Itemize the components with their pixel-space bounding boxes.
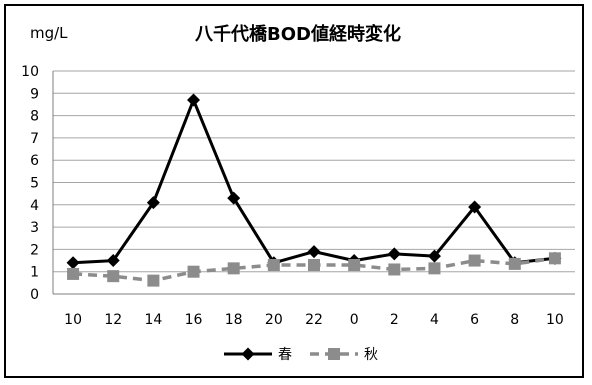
y-tick-label: 10 xyxy=(21,64,39,80)
x-tick-label: 0 xyxy=(350,312,359,328)
x-tick-label: 22 xyxy=(305,312,323,328)
y-tick-label: 5 xyxy=(30,176,39,192)
x-tick-label: 8 xyxy=(510,312,519,328)
data-point-series-1 xyxy=(187,93,201,107)
data-point-series-2 xyxy=(267,259,280,272)
legend: 春秋 xyxy=(224,347,378,363)
data-point-series-2 xyxy=(147,274,160,287)
y-tick-label: 1 xyxy=(30,265,39,281)
y-tick-label: 2 xyxy=(30,242,39,258)
y-tick-label: 7 xyxy=(30,131,39,147)
legend-label-1: 春 xyxy=(278,347,292,363)
x-tick-label: 10 xyxy=(546,312,564,328)
x-tick-label: 20 xyxy=(265,312,283,328)
x-tick-label: 10 xyxy=(64,312,82,328)
y-tick-label: 4 xyxy=(30,198,39,214)
chart-frame xyxy=(4,4,584,378)
data-point-series-1 xyxy=(66,256,80,270)
data-point-series-2 xyxy=(308,259,320,272)
x-tick-label: 14 xyxy=(144,312,162,328)
y-tick-label: 3 xyxy=(30,220,39,236)
data-point-series-2 xyxy=(388,263,401,276)
data-point-series-2 xyxy=(468,254,481,267)
x-tick-label: 6 xyxy=(470,312,479,328)
legend-marker-2 xyxy=(328,348,340,360)
series-line-1 xyxy=(73,98,556,265)
data-point-series-2 xyxy=(348,259,361,272)
x-tick-label: 16 xyxy=(185,312,203,328)
data-point-series-2 xyxy=(508,257,521,270)
data-point-series-1 xyxy=(146,196,160,210)
y-tick-label: 8 xyxy=(30,109,39,125)
data-point-series-2 xyxy=(67,267,80,280)
data-point-series-2 xyxy=(428,262,441,275)
data-point-series-1 xyxy=(427,249,441,263)
data-point-series-2 xyxy=(227,262,240,275)
data-point-series-1 xyxy=(106,254,120,268)
x-tick-label: 2 xyxy=(390,312,399,328)
unit-label: mg/L xyxy=(30,24,68,42)
data-point-series-2 xyxy=(187,265,200,278)
data-point-series-1 xyxy=(468,200,482,214)
y-tick-label: 0 xyxy=(30,287,39,303)
data-point-series-1 xyxy=(227,191,241,205)
data-point-series-1 xyxy=(387,247,401,261)
data-point-series-2 xyxy=(548,252,561,265)
y-tick-label: 9 xyxy=(30,86,39,102)
data-point-series-2 xyxy=(107,270,120,283)
x-tick-label: 4 xyxy=(430,312,439,328)
chart-title: 八千代橋BOD値経時変化 xyxy=(195,23,401,45)
x-tick-label: 18 xyxy=(225,312,243,328)
data-point-series-1 xyxy=(307,245,321,259)
legend-marker-1 xyxy=(241,347,255,361)
series-layer xyxy=(66,93,562,287)
legend-label-2: 秋 xyxy=(364,347,378,363)
y-tick-label: 6 xyxy=(30,153,39,169)
x-tick-label: 12 xyxy=(104,312,122,328)
